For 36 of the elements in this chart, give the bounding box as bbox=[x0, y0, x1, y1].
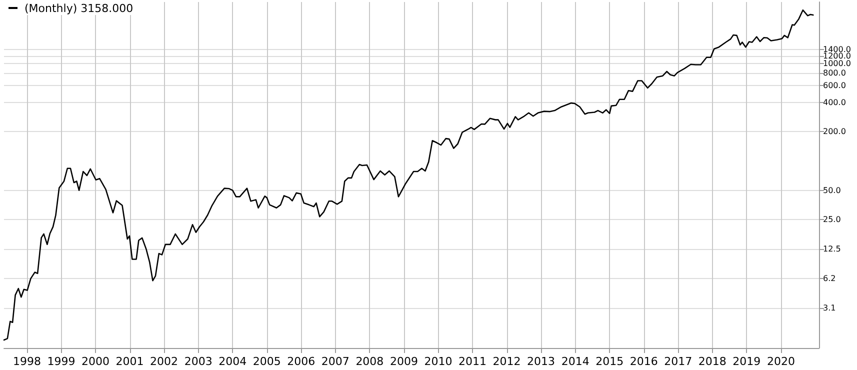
x-tick-label: 2016 bbox=[630, 355, 658, 368]
y-tick-label: 200.0 bbox=[823, 127, 846, 136]
x-tick-label: 2006 bbox=[287, 355, 316, 368]
x-tick-label: 2012 bbox=[492, 355, 521, 368]
x-tick-label: 2005 bbox=[252, 355, 281, 368]
x-tick-label: 2014 bbox=[561, 355, 590, 368]
x-tick-label: 2004 bbox=[218, 355, 247, 368]
x-tick-label: 2007 bbox=[321, 355, 350, 368]
x-tick-label: 2017 bbox=[664, 355, 692, 368]
x-tick-label: 2003 bbox=[184, 355, 212, 368]
y-tick-label: 1000.0 bbox=[823, 59, 851, 68]
x-tick-label: 2013 bbox=[527, 355, 556, 368]
y-tick-label: 1400.0 bbox=[823, 44, 851, 54]
y-tick-label: 12.5 bbox=[823, 244, 841, 254]
annotation: (Monthly) 3158.000 bbox=[24, 2, 134, 15]
y-tick-label: 600.0 bbox=[823, 80, 846, 90]
y-tick-label: 800.0 bbox=[823, 68, 846, 78]
x-tick-label: 2001 bbox=[116, 355, 144, 368]
y-tick-label: 3.1 bbox=[823, 303, 836, 312]
y-tick-label: 6.2 bbox=[823, 274, 836, 284]
x-tick-label: 2000 bbox=[82, 355, 110, 368]
y-tick-label: 50.0 bbox=[823, 186, 841, 195]
x-tick-label: 2010 bbox=[424, 355, 452, 368]
x-tick-label: 2002 bbox=[150, 355, 178, 368]
y-tick-label: 1200.0 bbox=[823, 51, 851, 60]
x-tick-label: 1998 bbox=[12, 355, 41, 368]
x-tick-label: 2009 bbox=[390, 355, 418, 368]
x-tick-label: 1999 bbox=[47, 355, 76, 368]
y-tick-label: 400.0 bbox=[823, 98, 846, 107]
x-tick-label: 2020 bbox=[766, 355, 795, 368]
x-tick-label: 2015 bbox=[596, 355, 624, 368]
x-tick-label: 2008 bbox=[356, 355, 384, 368]
x-tick-label: 2018 bbox=[698, 355, 726, 368]
x-tick-label: 2019 bbox=[732, 355, 761, 368]
x-tick-label: 2011 bbox=[458, 355, 487, 368]
y-tick-label: 25.0 bbox=[823, 215, 841, 224]
